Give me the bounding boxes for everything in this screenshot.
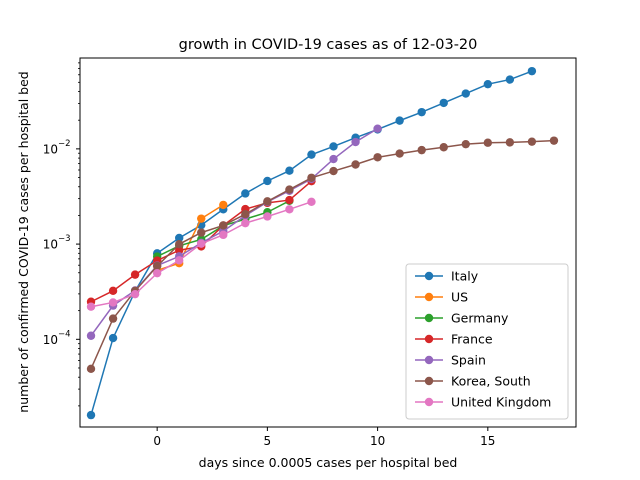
data-point	[175, 256, 184, 265]
legend-label: Italy	[451, 269, 479, 284]
legend-marker	[424, 334, 434, 344]
legend-marker	[424, 292, 434, 302]
data-point	[285, 205, 294, 214]
data-point	[86, 410, 96, 420]
series-4	[86, 124, 382, 340]
data-point	[86, 331, 96, 340]
data-point	[219, 221, 228, 230]
data-point	[307, 197, 316, 207]
data-point	[527, 66, 537, 76]
y-tick-exponent: −3	[58, 234, 71, 244]
legend-label: Germany	[451, 311, 509, 326]
data-point	[483, 79, 493, 89]
legend-label: France	[451, 332, 493, 347]
y-axis-label: number of confirmed COVID-19 cases per h…	[16, 71, 31, 412]
data-point	[86, 364, 96, 374]
data-point	[329, 154, 338, 164]
data-point	[483, 138, 493, 147]
plot-area	[86, 66, 559, 420]
data-point	[527, 137, 537, 146]
data-point	[395, 116, 404, 125]
data-point	[417, 145, 426, 155]
data-point	[108, 298, 118, 307]
legend-label: US	[451, 290, 468, 305]
data-point	[219, 230, 228, 240]
legend-marker	[424, 313, 434, 323]
data-point	[439, 143, 448, 152]
x-tick-label: 5	[264, 434, 272, 448]
x-tick-label: 15	[480, 434, 495, 448]
legend-marker	[424, 376, 434, 386]
legend-marker	[424, 355, 434, 365]
data-point	[108, 314, 118, 323]
data-point	[461, 139, 470, 149]
x-axis-label: days since 0.0005 cases per hospital bed	[199, 455, 458, 470]
legend-label: United Kingdom	[451, 395, 551, 410]
data-point	[152, 268, 162, 278]
y-tick-label: 10	[43, 333, 58, 347]
data-point	[175, 239, 184, 249]
data-point	[241, 189, 250, 198]
data-point	[505, 75, 515, 84]
legend: Italy US Germany France Spain Korea, South Uni…	[405, 263, 569, 420]
data-point	[417, 107, 426, 117]
data-point	[461, 89, 470, 98]
data-point	[108, 286, 118, 296]
legend-marker	[424, 397, 434, 407]
legend-box	[405, 263, 569, 420]
series-5	[86, 136, 559, 374]
data-point	[241, 218, 250, 228]
data-point	[285, 195, 294, 205]
series-line	[90, 139, 554, 370]
data-point	[329, 142, 338, 151]
data-point	[329, 166, 338, 176]
data-point	[373, 153, 382, 162]
chart-title: growth in COVID-19 cases as of 12-03-20	[179, 37, 478, 53]
data-point	[307, 173, 316, 182]
data-point	[351, 137, 360, 147]
data-point	[285, 166, 294, 175]
data-point	[86, 302, 96, 311]
y-tick-label: 10	[43, 238, 58, 252]
data-point	[108, 333, 118, 343]
data-point	[439, 98, 448, 108]
data-point	[505, 138, 515, 147]
data-point	[130, 289, 140, 299]
data-point	[285, 185, 294, 194]
data-point	[175, 246, 184, 255]
data-point	[130, 270, 140, 279]
data-point	[197, 228, 206, 237]
data-point	[263, 197, 272, 206]
data-point	[175, 233, 184, 243]
data-point	[549, 136, 559, 145]
data-point	[307, 150, 316, 159]
data-point	[395, 149, 404, 158]
data-point	[152, 261, 162, 271]
legend-marker	[424, 271, 434, 281]
data-point	[197, 239, 206, 248]
legend-label: Korea, South	[451, 374, 531, 389]
legend-label: Spain	[451, 353, 486, 368]
x-tick-label: 10	[370, 434, 385, 448]
data-point	[263, 176, 272, 186]
x-tick-label: 0	[153, 434, 161, 448]
data-point	[373, 124, 382, 133]
axes-frame	[79, 57, 577, 428]
data-point	[351, 160, 360, 169]
data-point	[219, 200, 228, 210]
y-tick-exponent: −4	[58, 329, 71, 339]
series-6	[86, 197, 316, 311]
data-point	[263, 212, 272, 221]
data-point	[241, 210, 250, 219]
y-tick-label: 10	[43, 142, 58, 156]
data-point	[197, 214, 206, 223]
y-tick-exponent: −2	[58, 139, 71, 149]
